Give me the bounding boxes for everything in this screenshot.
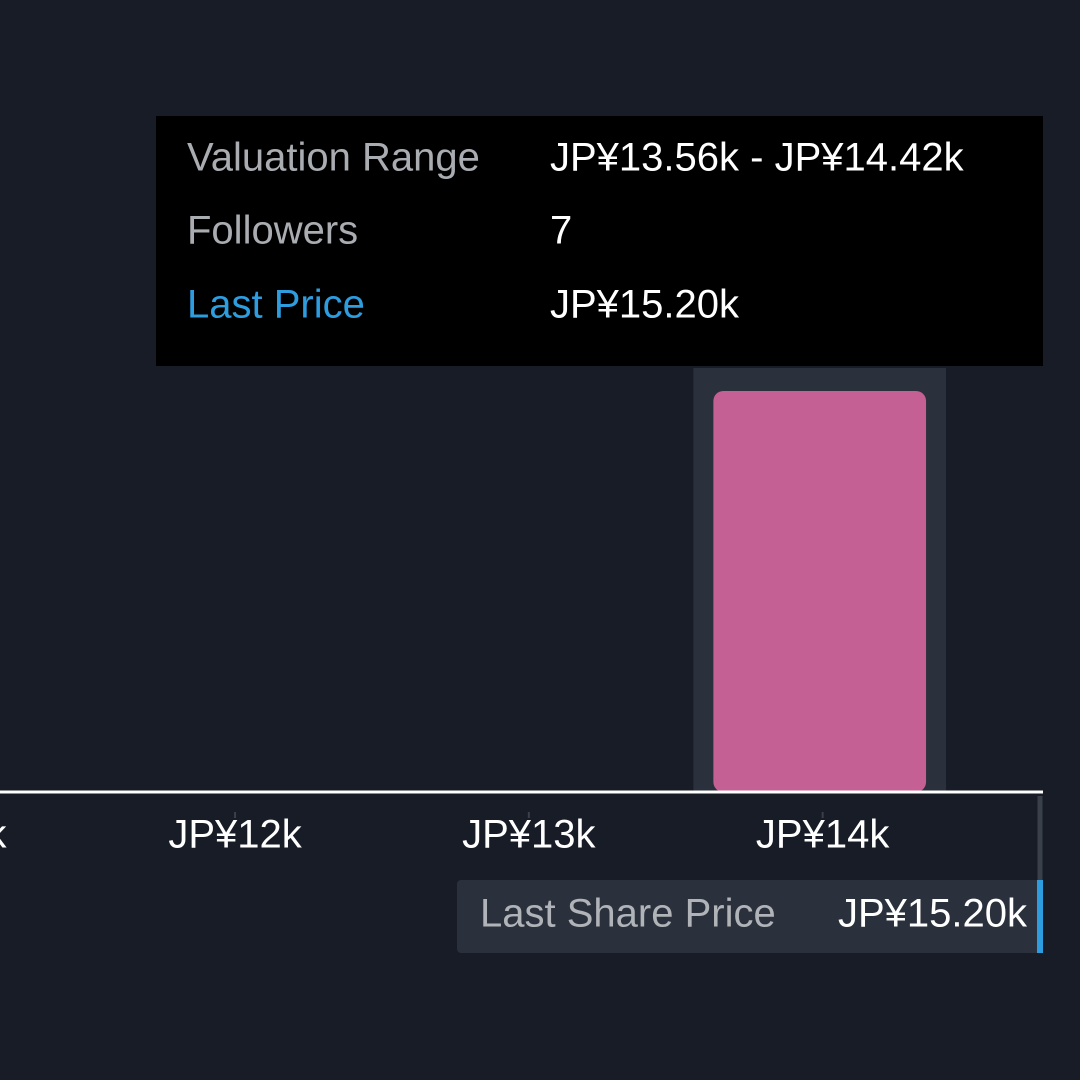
tooltip-label: Last Price — [187, 283, 365, 327]
tooltip-label: Valuation Range — [187, 136, 480, 180]
tooltip-value: JP¥15.20k — [550, 283, 740, 327]
x-tick-label: JP¥12k — [168, 813, 302, 857]
last-price-title: Last Share Price — [480, 892, 776, 936]
tooltip-value: JP¥13.56k - JP¥14.42k — [550, 136, 965, 180]
x-tick-label: JP¥14k — [756, 813, 890, 857]
bar — [713, 391, 927, 792]
last-price-box — [457, 880, 1043, 953]
last-price-value: JP¥15.20k — [838, 892, 1028, 936]
tooltip-value: 7 — [550, 209, 572, 253]
last-price-marker — [1037, 880, 1043, 953]
x-tick-label: JP¥11k — [0, 813, 7, 857]
x-tick-label: JP¥13k — [462, 813, 596, 857]
tooltip-label: Followers — [187, 209, 358, 253]
plot: JP¥11k JP¥12k JP¥13k JP¥14k — [0, 368, 1043, 953]
tooltip — [156, 116, 1043, 366]
